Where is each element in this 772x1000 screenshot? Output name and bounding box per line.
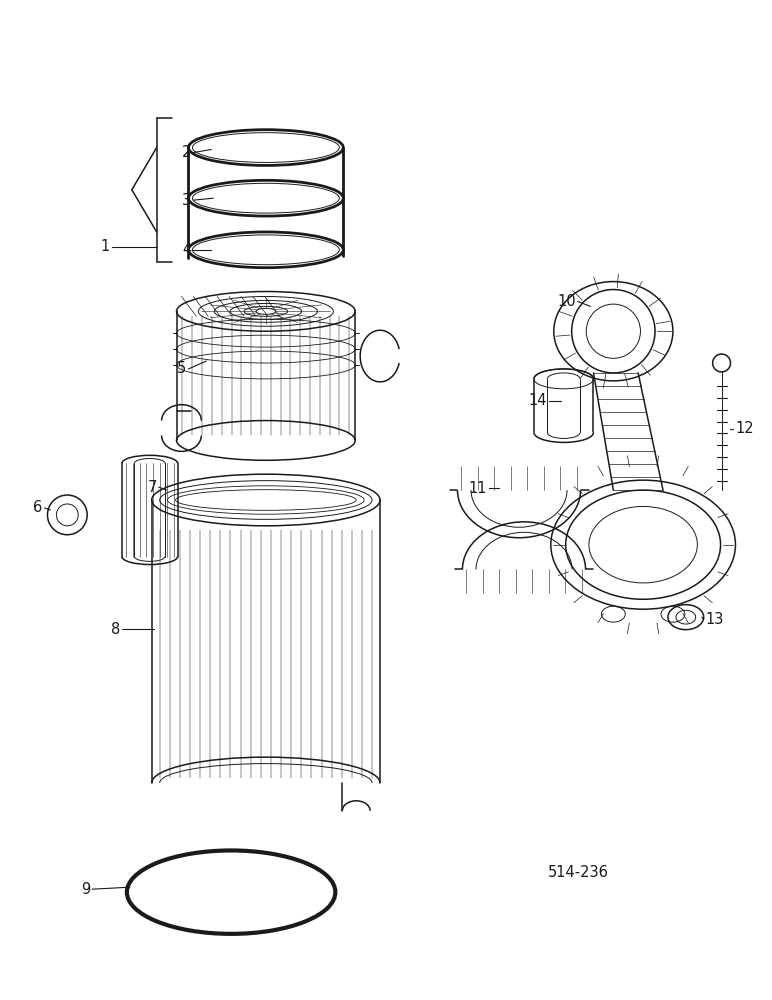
Text: 10: 10 [557, 294, 576, 309]
Text: 12: 12 [736, 421, 754, 436]
Text: 9: 9 [81, 882, 90, 897]
Text: 1: 1 [101, 239, 110, 254]
Text: 2: 2 [182, 145, 191, 160]
Text: 3: 3 [182, 193, 191, 208]
Text: 14: 14 [528, 393, 547, 408]
Text: 13: 13 [706, 612, 724, 627]
Text: 4: 4 [182, 242, 191, 257]
Text: 8: 8 [110, 622, 120, 637]
Text: 5: 5 [178, 361, 187, 376]
Text: 514-236: 514-236 [548, 865, 609, 880]
Text: 6: 6 [33, 500, 42, 515]
Text: 7: 7 [147, 480, 157, 495]
Text: 11: 11 [469, 481, 487, 496]
